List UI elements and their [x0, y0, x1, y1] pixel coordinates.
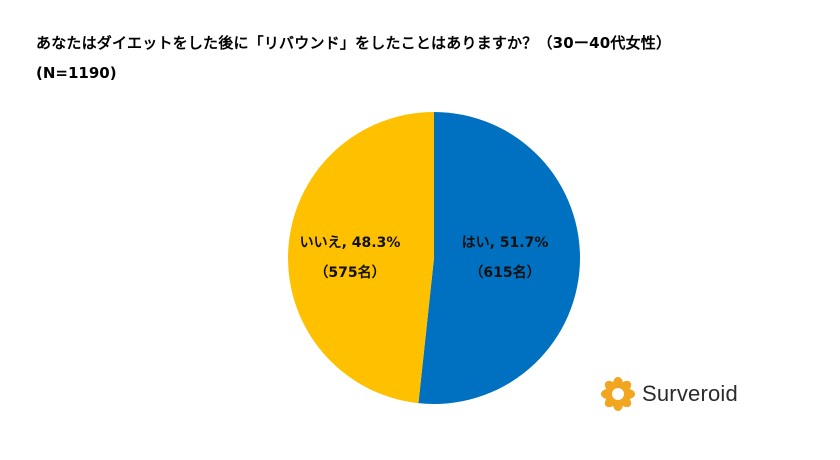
slice-count-yes: （615名） [469, 264, 540, 281]
surveroid-logo: Surveroid [600, 376, 738, 412]
slice-label-no: いいえ, 48.3% [300, 235, 401, 251]
pie-slice-yes [418, 112, 580, 404]
slice-label-yes: はい, 51.7% [462, 235, 549, 251]
sample-size: (N=1190) [36, 64, 117, 82]
chart-title: あなたはダイエットをした後に「リバウンド」をしたことはありますか？（30ー40代… [36, 34, 672, 52]
slice-count-no: （575名） [314, 264, 385, 281]
logo-center [612, 388, 624, 400]
logo-text: Surveroid [642, 381, 738, 406]
surveroid-logo-icon [601, 377, 635, 411]
pie-slice-no [287, 112, 434, 404]
